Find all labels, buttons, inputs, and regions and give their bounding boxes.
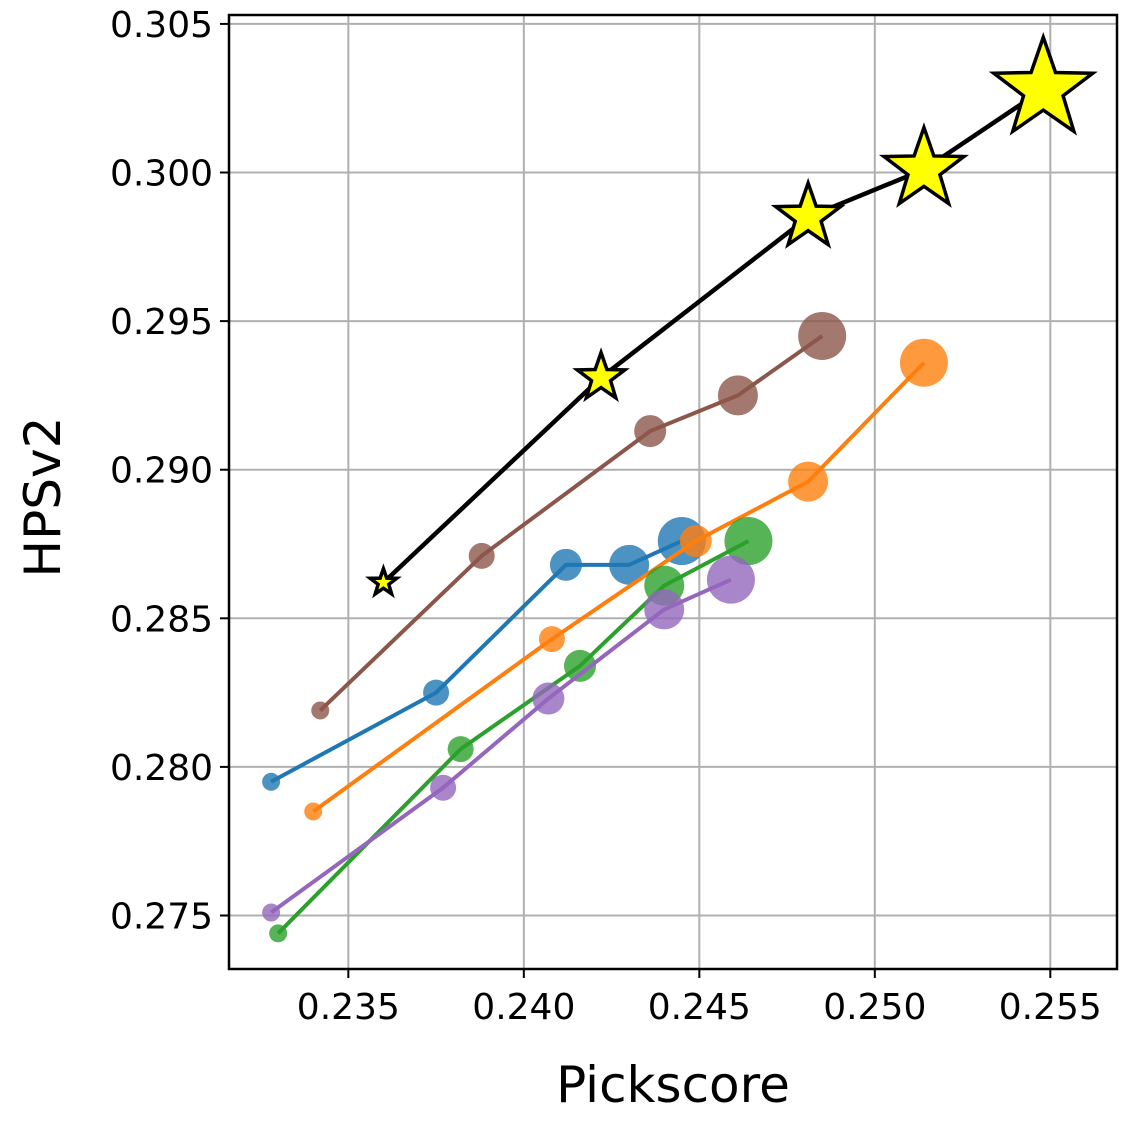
series-line [312,361,926,814]
star-marker [572,347,630,403]
series-4 [262,555,755,922]
series-line [276,539,750,935]
x-axis: 0.235 0.240 0.245 0.250 0.255 [297,969,1102,1028]
series-line [269,577,732,915]
star-marker [878,122,969,208]
x-tick-label: 0.235 [297,987,400,1028]
x-tick-label: 0.240 [472,987,575,1028]
y-tick-label: 0.300 [110,154,213,195]
x-tick-label: 0.250 [823,987,926,1028]
series-3 [269,517,773,943]
x-tick-label: 0.245 [648,987,751,1028]
star-marker [770,177,846,249]
y-tick-label: 0.280 [110,748,213,789]
grid [229,15,1117,969]
y-tick-label: 0.295 [110,302,213,343]
plot-frame [227,13,1119,971]
series-line [270,539,683,784]
y-axis: 0.275 0.280 0.285 0.290 0.295 0.300 0.305 [110,5,229,938]
y-tick-label: 0.290 [110,451,213,492]
series-5 [365,31,1098,599]
y-tick-label: 0.275 [110,897,213,938]
x-tick-label: 0.255 [999,987,1102,1028]
star-marker [365,563,402,599]
y-tick-label: 0.305 [110,5,213,46]
x-axis-label: Pickscore [556,1056,790,1114]
series-layer [262,31,1098,943]
series-line [318,334,824,712]
y-axis-label: HPSv2 [14,417,72,578]
star-marker [988,31,1098,136]
series-2 [304,338,948,821]
series-0 [311,311,847,720]
y-tick-label: 0.285 [110,599,213,640]
